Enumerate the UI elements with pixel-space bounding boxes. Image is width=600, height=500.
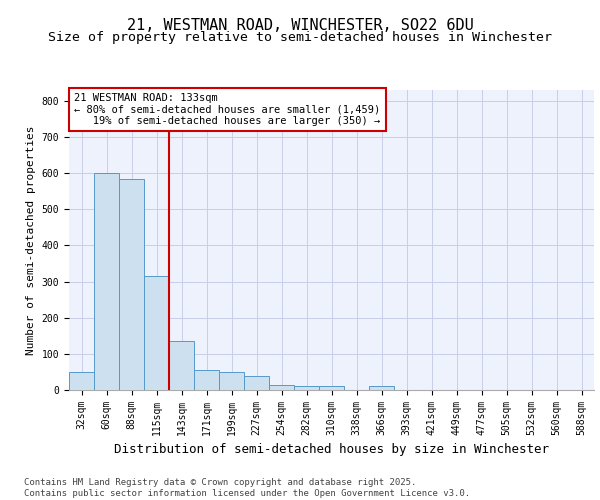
- Text: Contains HM Land Registry data © Crown copyright and database right 2025.
Contai: Contains HM Land Registry data © Crown c…: [24, 478, 470, 498]
- Bar: [194, 370, 219, 390]
- Bar: [294, 386, 319, 390]
- Bar: [269, 384, 294, 390]
- Bar: [319, 386, 344, 390]
- X-axis label: Distribution of semi-detached houses by size in Winchester: Distribution of semi-detached houses by …: [114, 444, 549, 456]
- Bar: [119, 178, 144, 390]
- Text: 21 WESTMAN ROAD: 133sqm
← 80% of semi-detached houses are smaller (1,459)
   19%: 21 WESTMAN ROAD: 133sqm ← 80% of semi-de…: [74, 93, 380, 126]
- Bar: [94, 173, 119, 390]
- Bar: [369, 386, 394, 390]
- Bar: [244, 376, 269, 390]
- Bar: [144, 276, 169, 390]
- Y-axis label: Number of semi-detached properties: Number of semi-detached properties: [26, 125, 36, 355]
- Text: 21, WESTMAN ROAD, WINCHESTER, SO22 6DU: 21, WESTMAN ROAD, WINCHESTER, SO22 6DU: [127, 18, 473, 32]
- Bar: [169, 341, 194, 390]
- Text: Size of property relative to semi-detached houses in Winchester: Size of property relative to semi-detach…: [48, 31, 552, 44]
- Bar: [69, 372, 94, 390]
- Bar: [219, 372, 244, 390]
